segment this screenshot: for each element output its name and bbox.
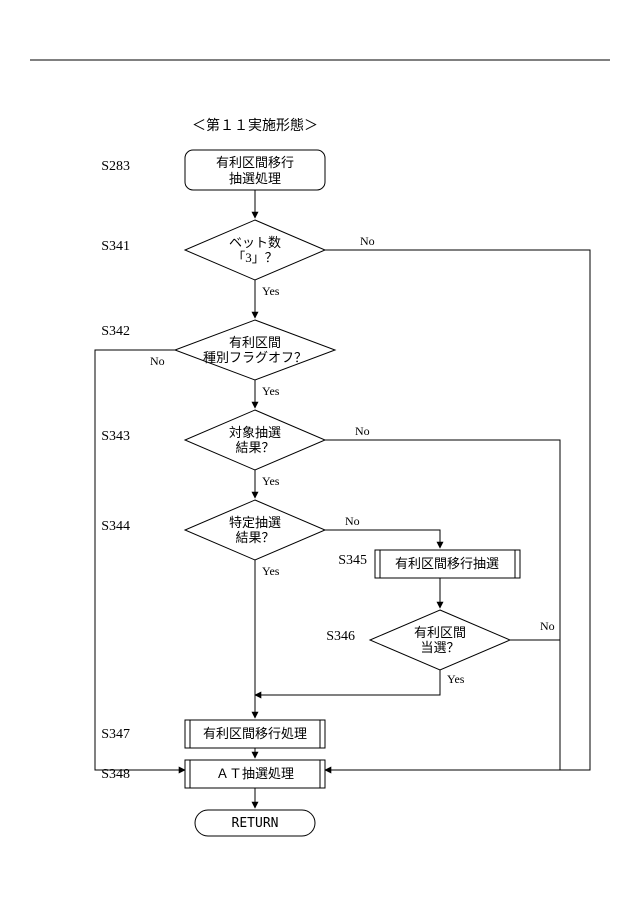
step-label-s283: S283 bbox=[101, 159, 130, 174]
edge-s342-yes: Yes bbox=[262, 384, 280, 398]
edge-s344-no: No bbox=[345, 514, 360, 528]
edge-s344-s345 bbox=[325, 530, 440, 548]
edge-s343-no-path bbox=[325, 440, 560, 770]
node-s348-label: ＡＴ抽選処理 bbox=[216, 766, 294, 781]
node-s342-line2: 種別フラグオフ？ bbox=[203, 350, 307, 365]
step-label-s343: S343 bbox=[101, 429, 130, 444]
node-s346-line2: 当選？ bbox=[420, 640, 459, 655]
node-s345-label: 有利区間移行抽選 bbox=[395, 556, 499, 571]
step-label-s341: S341 bbox=[101, 239, 130, 254]
edge-s346-no: No bbox=[540, 619, 555, 633]
node-return-label: RETURN bbox=[232, 816, 279, 831]
node-s344-line2: 結果？ bbox=[235, 530, 274, 545]
edge-s341-no: No bbox=[360, 234, 375, 248]
step-label-s342: S342 bbox=[101, 324, 130, 339]
edge-s344-yes: Yes bbox=[262, 564, 280, 578]
flowchart-canvas: ＜第１１実施形態＞ S283 有利区間移行 抽選処理 S341 ベット数 「3」… bbox=[0, 0, 640, 917]
node-s342-line1: 有利区間 bbox=[229, 335, 281, 350]
node-s341-line1: ベット数 bbox=[229, 235, 281, 250]
edge-s346-yes-path bbox=[255, 670, 440, 695]
edge-s343-no: No bbox=[355, 424, 370, 438]
edge-s341-yes: Yes bbox=[262, 284, 280, 298]
edge-s342-no: No bbox=[150, 354, 165, 368]
step-label-s348: S348 bbox=[101, 767, 130, 782]
node-s347-label: 有利区間移行処理 bbox=[203, 726, 307, 741]
node-s346-line1: 有利区間 bbox=[414, 625, 466, 640]
node-s283-line1: 有利区間移行 bbox=[216, 155, 294, 170]
step-label-s344: S344 bbox=[101, 519, 130, 534]
node-s344-line1: 特定抽選 bbox=[229, 515, 281, 530]
edge-s346-yes: Yes bbox=[447, 672, 465, 686]
node-s343-line1: 対象抽選 bbox=[229, 425, 281, 440]
step-label-s346: S346 bbox=[326, 629, 355, 644]
node-s283-line2: 抽選処理 bbox=[229, 171, 281, 186]
edge-s341-no-path bbox=[325, 250, 590, 770]
step-label-s347: S347 bbox=[101, 727, 130, 742]
step-label-s345: S345 bbox=[338, 553, 367, 568]
edge-s343-yes: Yes bbox=[262, 474, 280, 488]
node-s341-line2: 「3」？ bbox=[232, 250, 278, 265]
page-title: ＜第１１実施形態＞ bbox=[192, 117, 318, 134]
node-s343-line2: 結果？ bbox=[235, 440, 274, 455]
edge-s342-no-path bbox=[95, 350, 185, 770]
